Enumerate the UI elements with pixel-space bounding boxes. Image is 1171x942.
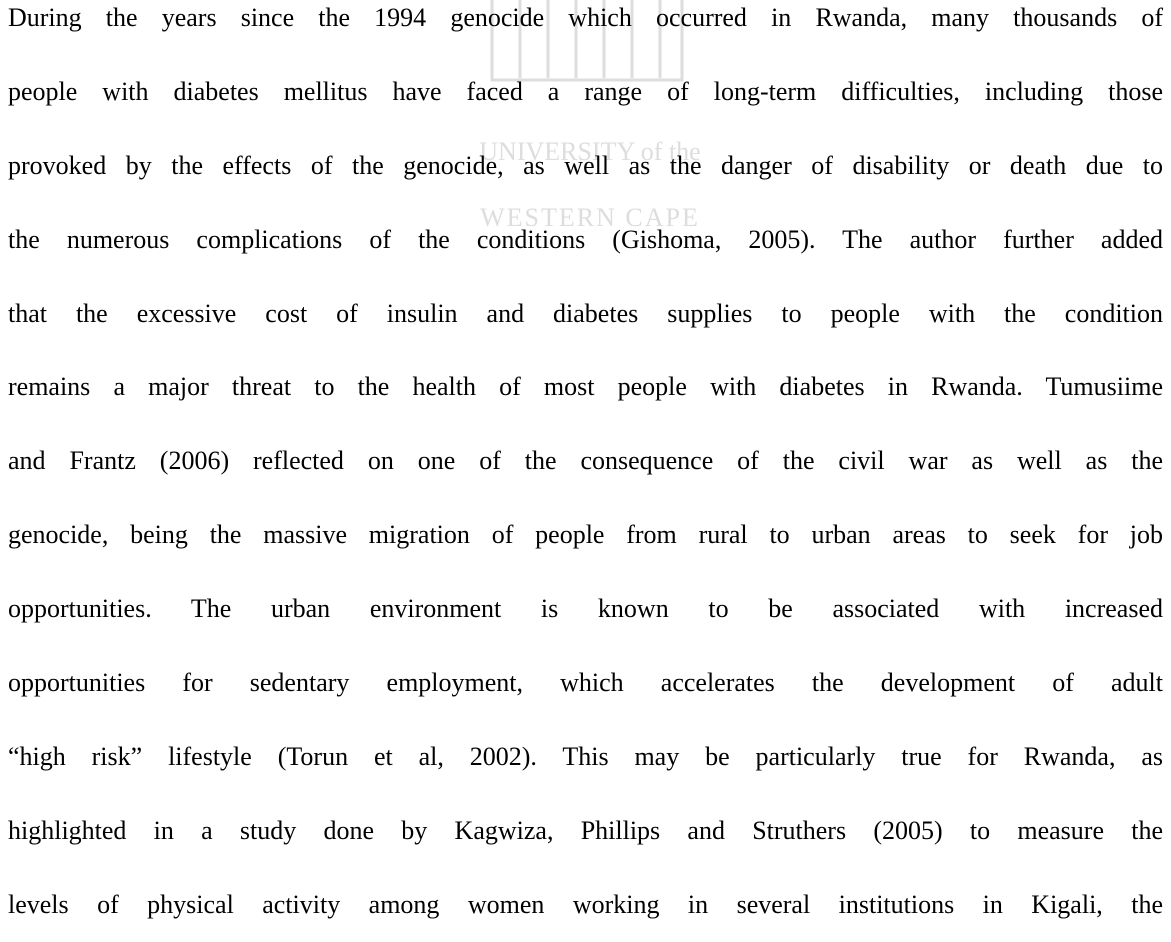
- paragraph: During the years since the 1994 genocide…: [8, 0, 1163, 942]
- text-line: levels of physical activity among women …: [8, 889, 1163, 919]
- text-line: provoked by the effects of the genocide,…: [8, 150, 1163, 180]
- text-line: “high risk” lifestyle (Torun et al, 2002…: [8, 741, 1163, 771]
- text-line: highlighted in a study done by Kagwiza, …: [8, 815, 1163, 845]
- text-line: the numerous complications of the condit…: [8, 224, 1163, 254]
- watermark-text: WESTERN CAPE: [480, 203, 700, 232]
- watermark-logo: [490, 0, 684, 82]
- text-line: people with diabetes mellitus have faced…: [8, 76, 1163, 106]
- text-line: that the excessive cost of insulin and d…: [8, 298, 1163, 328]
- text-line: genocide, being the massive migration of…: [8, 520, 1163, 550]
- text-line: During the years since the 1994 genocide…: [8, 3, 1163, 32]
- text-line: opportunities for sedentary employment, …: [8, 668, 1163, 698]
- text-line: and Frantz (2006) reflected on one of th…: [8, 446, 1163, 476]
- text-line: remains a major threat to the health of …: [8, 372, 1163, 402]
- text-line: opportunities. The urban environment is …: [8, 594, 1163, 624]
- watermark-text: UNIVERSITY of the: [479, 137, 700, 166]
